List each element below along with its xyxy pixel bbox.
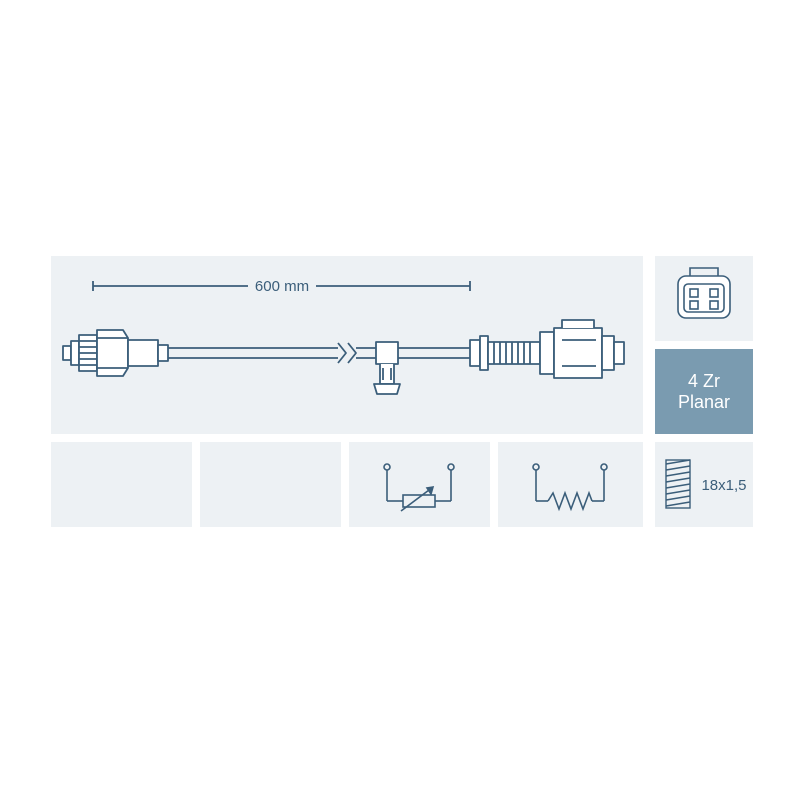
cable-length-label: 600 mm	[255, 278, 309, 295]
connector-face-icon	[678, 268, 730, 318]
row2-panel-b	[198, 440, 343, 529]
thread-spec-label: 18x1,5	[701, 477, 746, 494]
row2-panel-a	[49, 440, 194, 529]
sensor-type-line2: Planar	[678, 392, 730, 412]
row2-panel-c	[347, 440, 492, 529]
diagram-canvas: FAE	[0, 0, 800, 800]
diagram-svg: FAE	[0, 0, 800, 800]
sensor-type-line1: 4 Zr	[688, 371, 720, 391]
row2-panel-d	[496, 440, 645, 529]
